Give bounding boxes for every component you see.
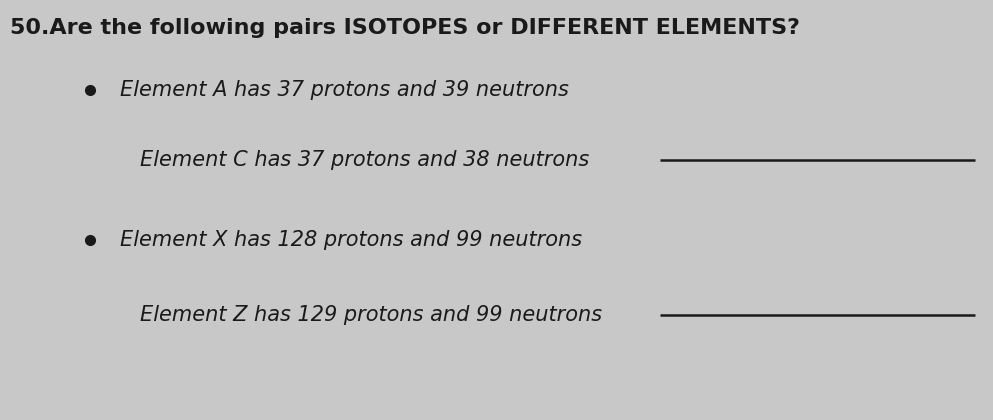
Text: Element X has 128 protons and 99 neutrons: Element X has 128 protons and 99 neutron… [120,230,582,250]
Text: 50.Are the following pairs ISOTOPES or DIFFERENT ELEMENTS?: 50.Are the following pairs ISOTOPES or D… [10,18,800,38]
Text: Element C has 37 protons and 38 neutrons: Element C has 37 protons and 38 neutrons [140,150,589,170]
Text: Element A has 37 protons and 39 neutrons: Element A has 37 protons and 39 neutrons [120,80,569,100]
Text: Element Z has 129 protons and 99 neutrons: Element Z has 129 protons and 99 neutron… [140,305,602,325]
